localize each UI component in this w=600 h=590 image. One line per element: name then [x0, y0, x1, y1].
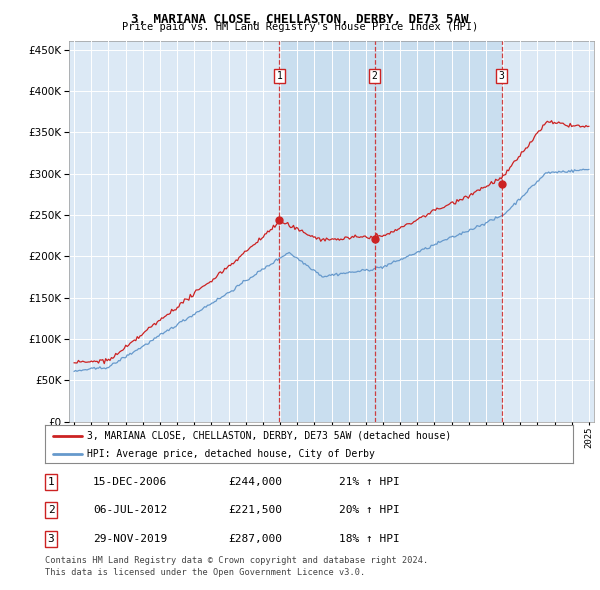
Text: 29-NOV-2019: 29-NOV-2019: [93, 534, 167, 543]
Text: £244,000: £244,000: [228, 477, 282, 487]
Text: 20% ↑ HPI: 20% ↑ HPI: [339, 506, 400, 515]
Text: 18% ↑ HPI: 18% ↑ HPI: [339, 534, 400, 543]
Text: This data is licensed under the Open Government Licence v3.0.: This data is licensed under the Open Gov…: [45, 568, 365, 576]
Text: 06-JUL-2012: 06-JUL-2012: [93, 506, 167, 515]
Text: 3, MARIANA CLOSE, CHELLASTON, DERBY, DE73 5AW: 3, MARIANA CLOSE, CHELLASTON, DERBY, DE7…: [131, 13, 469, 26]
Text: 1: 1: [47, 477, 55, 487]
Text: 21% ↑ HPI: 21% ↑ HPI: [339, 477, 400, 487]
Bar: [280, 41, 502, 422]
Text: 3, MARIANA CLOSE, CHELLASTON, DERBY, DE73 5AW (detached house): 3, MARIANA CLOSE, CHELLASTON, DERBY, DE7…: [87, 431, 451, 441]
Text: Price paid vs. HM Land Registry's House Price Index (HPI): Price paid vs. HM Land Registry's House …: [122, 22, 478, 32]
Text: 3: 3: [47, 534, 55, 543]
Text: 3: 3: [499, 71, 505, 81]
Text: 1: 1: [277, 71, 282, 81]
Text: £221,500: £221,500: [228, 506, 282, 515]
Text: 2: 2: [371, 71, 377, 81]
Text: 2: 2: [47, 506, 55, 515]
Text: 15-DEC-2006: 15-DEC-2006: [93, 477, 167, 487]
Text: Contains HM Land Registry data © Crown copyright and database right 2024.: Contains HM Land Registry data © Crown c…: [45, 556, 428, 565]
Text: HPI: Average price, detached house, City of Derby: HPI: Average price, detached house, City…: [87, 448, 375, 458]
Text: £287,000: £287,000: [228, 534, 282, 543]
